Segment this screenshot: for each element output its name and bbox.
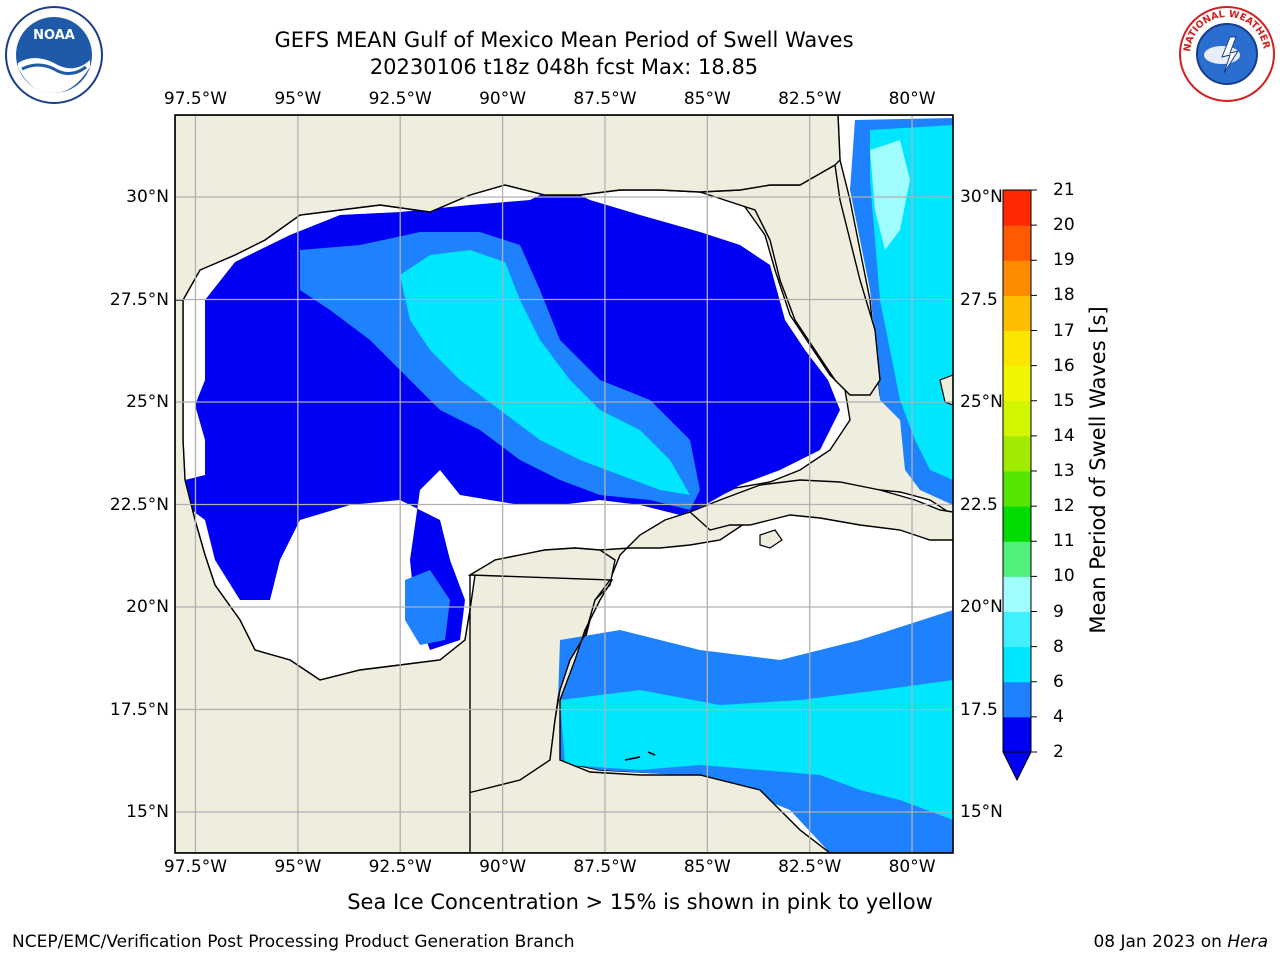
lon-label-bottom: 80°W	[888, 857, 936, 877]
lon-label-bottom: 97.5°W	[163, 857, 228, 877]
swell-band-8-9	[870, 140, 910, 250]
colorbar-tick-label: 6	[1053, 671, 1064, 692]
lon-label-top: 97.5°W	[163, 89, 228, 109]
colorbar-swatch	[1003, 646, 1031, 683]
mexico-west	[175, 299, 471, 853]
swell-band-6-8	[400, 250, 690, 495]
lat-label-left: 30°N	[126, 187, 169, 207]
lon-label-bottom: 90°W	[479, 857, 527, 877]
colorbar-tick-label: 4	[1053, 706, 1064, 727]
colorbar-tick-label: 13	[1053, 461, 1075, 481]
colorbar-swatch	[1003, 681, 1031, 718]
lat-label-left: 17.5°N	[109, 699, 169, 720]
colorbar-swatch	[1003, 611, 1031, 648]
colorbar-tick-label: 11	[1053, 531, 1075, 552]
lat-label-right: 20°N	[960, 597, 1003, 617]
colorbar-tick-label: 17	[1053, 320, 1075, 341]
colorbar-tick-label: 19	[1053, 250, 1075, 271]
colorbar-swatch	[1003, 541, 1031, 577]
lat-label-right: 17.5	[960, 699, 998, 720]
lat-label-left: 27.5°N	[109, 289, 169, 310]
lat-label-right: 27.5	[960, 289, 998, 310]
colorbar-swatch	[1003, 716, 1031, 753]
colorbar-swatch	[1003, 225, 1031, 261]
sea-ice-caption: Sea Ice Concentration > 15% is shown in …	[347, 890, 933, 914]
lon-label-top: 92.5°W	[368, 89, 432, 109]
colorbar-tick-label: 8	[1053, 636, 1064, 657]
colorbar-swatch	[1003, 295, 1031, 331]
colorbar-swatch	[1003, 330, 1031, 367]
colorbar-tick-label: 2	[1053, 742, 1064, 762]
colorbar	[1002, 189, 1037, 782]
colorbar-tick-label: 15	[1053, 390, 1075, 411]
generation-date: 08 Jan 2023 on Hera	[1093, 932, 1268, 952]
colorbar-swatch	[1003, 471, 1031, 507]
colorbar-tick-label: 9	[1053, 601, 1064, 622]
lat-label-right: 22.5	[960, 494, 998, 515]
colorbar-swatch	[1003, 260, 1031, 296]
colorbar-tick-label: 10	[1053, 566, 1075, 587]
lat-label-right: 30°N	[960, 187, 1003, 207]
colorbar-swatch	[1003, 506, 1031, 542]
nws-logo: NATIONAL WEATHER SERVICE	[1174, 0, 1276, 107]
lon-label-top: 90°W	[479, 89, 527, 109]
us-gulf-coast	[175, 115, 841, 301]
colorbar-tick-label: 16	[1053, 355, 1075, 376]
honduras-islands	[624, 751, 656, 761]
lat-label-left: 22.5°N	[109, 494, 169, 515]
lon-label-bottom: 85°W	[683, 857, 731, 877]
chart-title: GEFS MEAN Gulf of Mexico Mean Period of …	[274, 28, 854, 52]
lat-label-left: 15°N	[126, 802, 169, 822]
graticule	[175, 115, 953, 853]
colorbar-swatch	[1003, 435, 1031, 472]
lon-label-top: 80°W	[888, 89, 936, 109]
lon-label-top: 87.5°W	[573, 89, 637, 109]
lon-label-bottom: 92.5°W	[368, 857, 432, 877]
lat-label-right: 15°N	[960, 802, 1003, 822]
colorbar-swatch	[1003, 576, 1031, 612]
colorbar-extend-triangle	[1002, 751, 1032, 782]
lon-label-top: 95°W	[274, 89, 322, 109]
isle-of-youth	[759, 529, 783, 549]
lon-label-top: 82.5°W	[778, 89, 842, 109]
colorbar-tick-label: 20	[1053, 215, 1075, 236]
colorbar-tick-label: 21	[1053, 180, 1075, 200]
noaa-logo: NOAA	[4, 5, 104, 109]
colorbar-swatch	[1003, 190, 1031, 226]
colorbar-swatch	[1003, 365, 1031, 402]
chart-subtitle: 20230106 t18z 048h fcst Max: 18.85	[369, 55, 759, 79]
lat-label-right: 25°N	[960, 392, 1003, 412]
lon-label-bottom: 87.5°W	[573, 857, 637, 877]
lat-label-left: 25°N	[126, 392, 169, 412]
colorbar-tick-label: 14	[1053, 425, 1075, 446]
lat-label-left: 20°N	[126, 597, 169, 617]
colorbar-swatch	[1003, 400, 1031, 437]
map-frame	[174, 114, 954, 854]
lon-label-bottom: 95°W	[274, 857, 322, 877]
hispaniola-edge	[939, 374, 953, 406]
svg-text:NOAA: NOAA	[33, 28, 75, 43]
lon-label-top: 85°W	[683, 89, 731, 109]
colorbar-title: Mean Period of Swell Waves [s]	[1086, 306, 1110, 634]
colorbar-tick-label: 12	[1053, 496, 1075, 517]
credit-line: NCEP/EMC/Verification Post Processing Pr…	[12, 932, 575, 952]
cuba	[688, 479, 953, 541]
lon-label-bottom: 82.5°W	[778, 857, 842, 877]
colorbar-tick-label: 18	[1053, 285, 1075, 306]
